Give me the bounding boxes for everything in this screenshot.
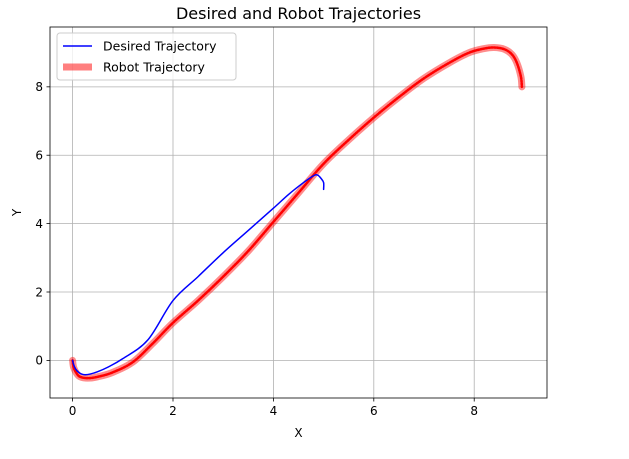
series-robot-line	[71, 46, 524, 380]
x-tick-label: 4	[270, 404, 278, 418]
x-tick-label: 0	[69, 404, 77, 418]
x-tick-label: 6	[370, 404, 378, 418]
y-axis-label: Y	[10, 208, 24, 217]
x-tick-label: 8	[470, 404, 478, 418]
series-desired-line	[71, 173, 325, 376]
legend-box	[56, 32, 237, 81]
series-group	[69, 43, 526, 382]
y-tick-label: 4	[35, 217, 43, 231]
legend: Desired Trajectory Robot Trajectory	[56, 32, 237, 81]
y-tick-label: 0	[35, 354, 43, 368]
x-axis-label: X	[294, 426, 302, 440]
y-tick-label: 6	[35, 149, 43, 163]
grid	[50, 27, 547, 398]
chart-title: Desired and Robot Trajectories	[176, 4, 421, 23]
ticks: 0 2 4 6 8 0 2 4 6 8	[35, 80, 478, 418]
x-tick-label: 2	[169, 404, 177, 418]
y-tick-label: 2	[35, 285, 43, 299]
legend-label-robot: Robot Trajectory	[103, 60, 206, 75]
y-tick-label: 8	[35, 80, 43, 94]
legend-label-desired: Desired Trajectory	[103, 39, 217, 54]
plot-frame	[49, 26, 548, 399]
